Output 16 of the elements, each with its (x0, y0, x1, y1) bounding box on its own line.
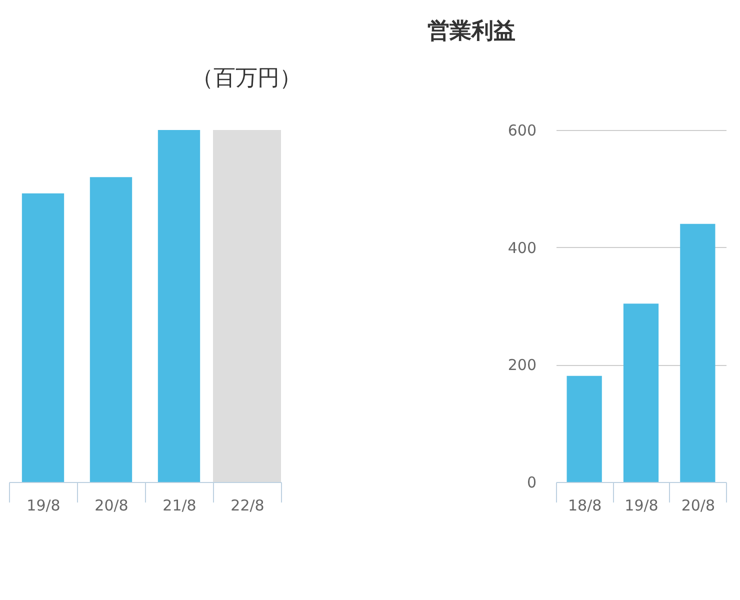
x-tick-label: 20/8 (94, 496, 128, 514)
y-tick-label: 400 (508, 238, 536, 257)
y-tick-label: 200 (508, 356, 536, 374)
bar (680, 224, 716, 482)
x-tick-label: 18/8 (568, 496, 602, 514)
y-tick-label: 0 (526, 474, 536, 492)
bar (566, 376, 602, 482)
x-tick-label: 21/8 (162, 496, 196, 514)
chart-title: 営業利益 (427, 19, 516, 44)
y-tick-label: 600 (508, 122, 536, 140)
x-tick-label: 22/8 (230, 496, 264, 514)
x-tick-label: 19/8 (26, 496, 60, 514)
x-tick-label: 20/8 (681, 496, 716, 514)
x-tick-label: 19/8 (624, 496, 658, 514)
text: （百万円） (192, 66, 302, 91)
bar (623, 304, 659, 482)
